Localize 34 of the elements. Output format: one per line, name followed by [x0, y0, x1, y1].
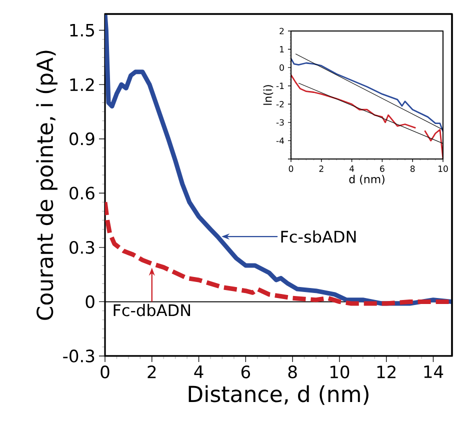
- y-tick-label: -1: [276, 82, 284, 89]
- x-axis-title: Distance, d (nm): [188, 385, 368, 405]
- x-tick-label: 8: [288, 366, 297, 378]
- y-tick-label: -0.3: [63, 350, 94, 362]
- x-tick-label: 2: [319, 166, 324, 172]
- x-tick-label: 10: [330, 366, 350, 378]
- x-axis-title: d (nm): [349, 174, 384, 185]
- y-tick-label: -4: [276, 138, 284, 144]
- y-tick-label: 1: [280, 46, 284, 52]
- x-tick-label: 4: [194, 366, 204, 378]
- x-tick-label: 6: [380, 166, 384, 172]
- x-tick-label: 4: [350, 166, 354, 172]
- series-label: Fc-dbADN: [114, 304, 190, 316]
- legend-label: Fc-sbADN: [281, 230, 356, 243]
- y-tick-label: 0: [86, 295, 94, 308]
- y-tick-label: 0.6: [70, 186, 94, 200]
- x-tick-label: 0: [288, 166, 294, 172]
- x-tick-label: 0: [100, 366, 110, 378]
- y-tick-label: 0.9: [70, 132, 94, 146]
- y-tick-label: 0: [280, 64, 284, 71]
- y-tick-label: 0.3: [70, 240, 94, 254]
- y-tick-label: 1.2: [70, 78, 94, 91]
- y-tick-label: 1.5: [70, 24, 94, 37]
- y-tick-label: 2: [280, 28, 284, 34]
- x-tick-label: 10: [438, 166, 448, 172]
- y-axis-title: ln(i): [263, 85, 274, 105]
- y-tick-label: -3: [276, 119, 284, 126]
- x-tick-label: 6: [241, 366, 250, 378]
- y-tick-label: -2: [276, 100, 284, 108]
- y-axis-title: Courant de pointe, i (pA): [36, 50, 58, 320]
- x-tick-label: 2: [148, 366, 156, 378]
- x-tick-label: 8: [410, 166, 415, 172]
- x-tick-label: 14: [424, 366, 444, 378]
- x-tick-label: 12: [377, 366, 396, 378]
